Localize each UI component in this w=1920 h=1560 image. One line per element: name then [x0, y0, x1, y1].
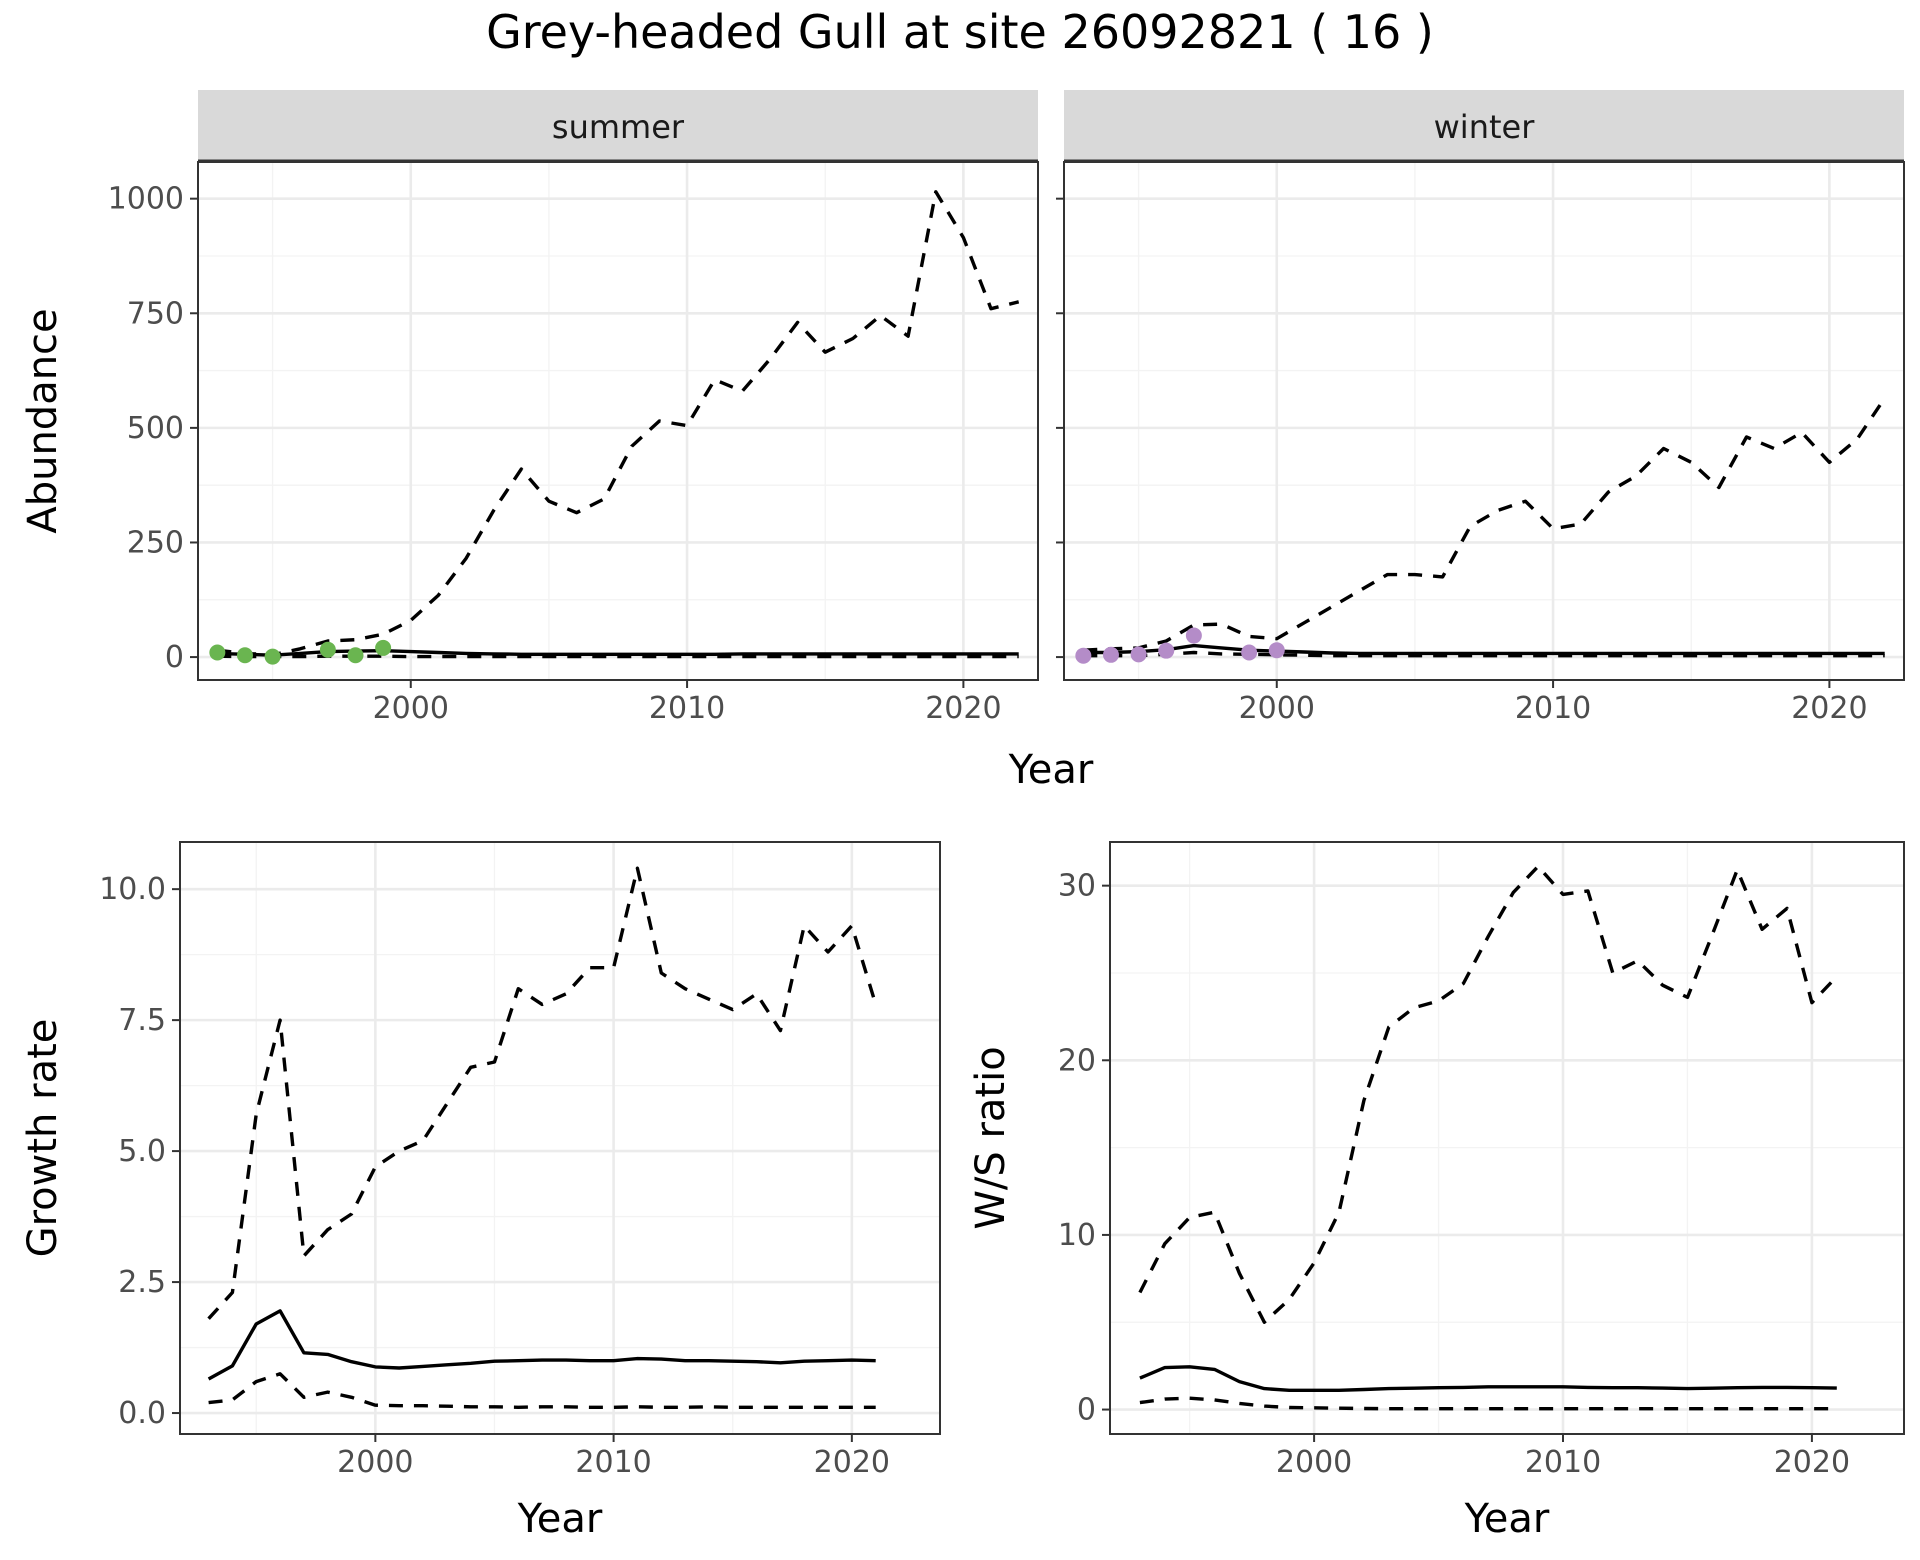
data-point: [1130, 646, 1147, 663]
y-tick-label: 0: [165, 640, 184, 675]
data-point: [1268, 642, 1285, 659]
x-tick-label: 2020: [814, 1445, 890, 1480]
series-line-dashed-2: [208, 1372, 876, 1410]
data-point: [347, 647, 364, 664]
data-point: [375, 639, 392, 656]
x-axis-title: Year: [1008, 747, 1094, 793]
panel-ws_ratio: 2000 2010 2020 0 10 20 30: [1058, 841, 1905, 1480]
data-point: [236, 647, 253, 664]
y-tick-label: 20: [1058, 1043, 1096, 1078]
panel-winter: 2000 2010 2020 winter: [1056, 90, 1905, 726]
data-point: [1075, 647, 1092, 664]
x-tick-label: 2010: [649, 691, 725, 726]
facet-label: winter: [1434, 108, 1536, 146]
series-line-solid-0: [1083, 643, 1885, 656]
x-tick-label: 2000: [1276, 1445, 1352, 1480]
facet-strip: [198, 90, 1038, 162]
y-tick-label: 10: [1058, 1218, 1096, 1253]
series-line-dashed-1: [217, 190, 1020, 657]
data-point: [1241, 644, 1258, 661]
series-line-dashed-2: [1083, 650, 1885, 658]
series-line-dashed-1: [1138, 864, 1839, 1324]
x-axis-title: Year: [1464, 1496, 1550, 1542]
figure-title: Grey-headed Gull at site 26092821 ( 16 ): [486, 5, 1434, 59]
panel-summer: 2000 2010 2020 0 250 500 750 1000 summer: [108, 90, 1039, 726]
y-tick-label: 7.5: [118, 1003, 166, 1038]
x-tick-label: 2020: [1791, 691, 1867, 726]
series-line-dashed-1: [207, 866, 878, 1320]
data-point: [264, 648, 281, 665]
data-point: [1185, 627, 1202, 644]
data-point: [209, 644, 226, 661]
x-tick-label: 2000: [1239, 691, 1315, 726]
y-tick-label: 0: [1077, 1393, 1096, 1428]
x-tick-label: 2010: [1525, 1445, 1601, 1480]
x-tick-label: 2000: [337, 1445, 413, 1480]
panel-border: [1109, 841, 1905, 1435]
y-tick-label: 1000: [108, 182, 184, 217]
x-tick-label: 2020: [1774, 1445, 1850, 1480]
x-tick-label: 2010: [575, 1445, 651, 1480]
series-line-dashed-1: [1083, 397, 1887, 652]
x-tick-label: 2010: [1515, 691, 1591, 726]
x-tick-label: 2020: [925, 691, 1001, 726]
series-line-solid-0: [1139, 1365, 1837, 1393]
series-line-solid-0: [207, 1309, 876, 1381]
data-point: [1102, 646, 1119, 663]
series-line-dashed-2: [1139, 1396, 1837, 1411]
y-tick-label: 0.0: [118, 1396, 166, 1431]
y-tick-label: 5.0: [118, 1134, 166, 1169]
facet-strip: [1064, 90, 1904, 162]
y-axis-title: Abundance: [20, 308, 66, 533]
panel-border: [179, 841, 941, 1435]
y-tick-label: 10.0: [99, 872, 166, 907]
panel-growth: 2000 2010 2020 0.0 2.5 5.0 7.5 10.0: [99, 841, 941, 1480]
y-tick-label: 750: [127, 296, 184, 331]
x-tick-label: 2000: [373, 691, 449, 726]
data-point: [319, 641, 336, 658]
y-tick-label: 500: [127, 411, 184, 446]
y-tick-label: 250: [127, 525, 184, 560]
y-axis-title: W/S ratio: [968, 1046, 1014, 1229]
data-point: [1158, 642, 1175, 659]
y-tick-label: 30: [1058, 869, 1096, 904]
x-axis-title: Year: [517, 1496, 603, 1542]
y-axis-title: Growth rate: [20, 1019, 66, 1258]
y-tick-label: 2.5: [118, 1265, 166, 1300]
facet-label: summer: [552, 108, 685, 146]
